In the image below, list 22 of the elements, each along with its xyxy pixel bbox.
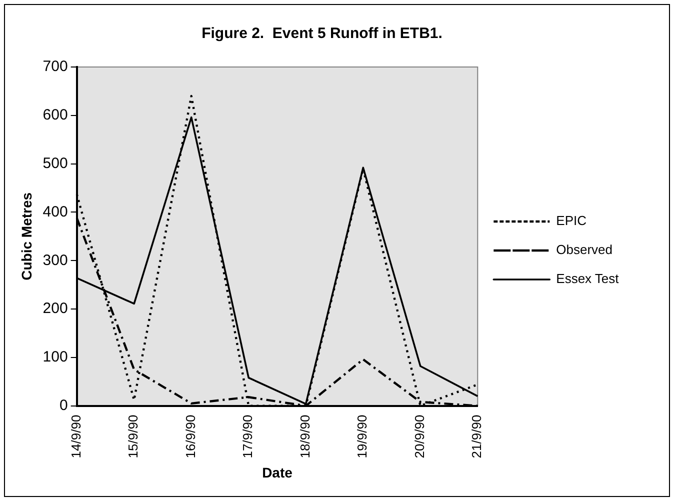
x-tick-label: 18/9/90 xyxy=(297,414,312,458)
y-tick-label: 400 xyxy=(42,203,68,220)
x-tick-label: 15/9/90 xyxy=(126,414,141,458)
y-tick-label: 600 xyxy=(42,106,68,124)
legend-label: Observed xyxy=(556,242,613,258)
y-tick-label: 300 xyxy=(42,252,68,269)
y-tick-label: 700 xyxy=(42,58,68,76)
y-tick-label: 500 xyxy=(42,154,68,172)
y-tick-label: 0 xyxy=(59,396,68,414)
legend-label: Essex Test xyxy=(556,271,620,286)
y-tick-label: 200 xyxy=(42,300,68,318)
x-tick-label: 19/9/90 xyxy=(354,414,370,458)
chart-title: Figure 2. Event 5 Runoff in ETB1. xyxy=(202,25,442,42)
y-axis-title: Cubic Metres xyxy=(18,192,34,280)
x-tick-label: 17/9/90 xyxy=(240,414,256,458)
y-tick-label: 100 xyxy=(42,348,68,366)
x-tick-label: 16/9/90 xyxy=(182,414,198,458)
x-tick-label: 21/9/90 xyxy=(469,414,484,458)
legend-label: EPIC xyxy=(556,213,586,228)
x-tick-label: 14/9/90 xyxy=(68,414,84,458)
x-tick-label: 20/9/90 xyxy=(412,414,427,458)
x-axis-title: Date xyxy=(262,464,293,480)
